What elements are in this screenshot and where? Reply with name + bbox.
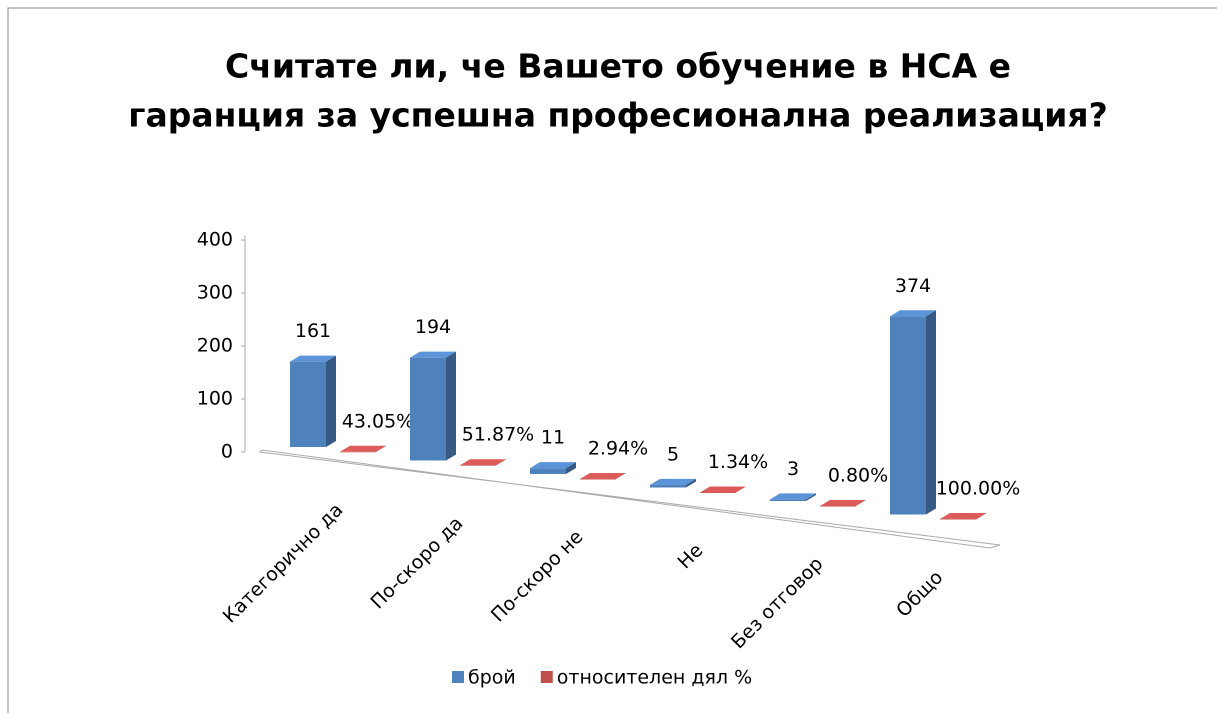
bar	[410, 351, 456, 461]
chart-title: гаранция за успешна професионална реализ…	[128, 96, 1108, 135]
legend-swatch	[452, 671, 464, 683]
data-label: 2.94%	[588, 437, 648, 459]
chart-title: Считате ли, че Вашето обучение в НСА е	[225, 47, 1011, 86]
bar	[290, 355, 336, 447]
bar	[820, 499, 866, 507]
bar-front	[770, 499, 806, 501]
bar	[460, 459, 506, 466]
bar-side	[376, 445, 386, 452]
bar-side	[566, 462, 576, 474]
bar-side	[616, 472, 626, 479]
data-label: 51.87%	[462, 424, 534, 446]
bar-top	[410, 351, 456, 358]
y-tick-label: 400	[197, 229, 233, 251]
bar-top	[340, 445, 386, 452]
y-tick-label: 0	[221, 441, 233, 463]
bar-top	[820, 499, 866, 506]
bar-top	[940, 512, 986, 519]
bar	[700, 486, 746, 493]
data-label: 11	[541, 427, 565, 449]
bar-top	[700, 486, 746, 493]
bar-side	[806, 493, 816, 501]
bar-front	[940, 518, 976, 520]
bar-side	[446, 351, 456, 461]
bar-top	[460, 459, 506, 466]
bar-front	[340, 451, 376, 453]
bar	[580, 472, 626, 480]
bar-front	[700, 492, 736, 493]
data-label: 194	[415, 316, 451, 338]
bar	[940, 512, 986, 520]
bar-top	[770, 493, 816, 500]
bar-side	[926, 310, 936, 515]
bar-front	[460, 465, 496, 466]
data-label: 5	[667, 443, 679, 465]
bar-side	[496, 459, 506, 466]
bar-side	[856, 499, 866, 506]
chart-frame	[7, 7, 1217, 713]
y-tick-label: 200	[197, 335, 233, 357]
bar-top	[650, 478, 696, 485]
bar-side	[976, 512, 986, 520]
legend-swatch	[540, 671, 553, 683]
data-label: 161	[295, 320, 331, 342]
bar	[650, 478, 696, 488]
data-label: 0.80%	[828, 464, 888, 486]
y-tick-label: 100	[197, 388, 233, 410]
bar-front	[530, 468, 566, 474]
bar-top	[890, 310, 936, 317]
bar-side	[736, 486, 746, 493]
bar	[770, 493, 816, 501]
bar-front	[820, 505, 856, 507]
bar-side	[326, 355, 336, 447]
data-label: 3	[787, 458, 799, 480]
bar	[530, 462, 576, 474]
data-label: 374	[895, 275, 931, 297]
legend-label: брой	[468, 667, 516, 689]
bar	[890, 310, 936, 515]
floor	[258, 449, 1001, 549]
bar-top	[530, 462, 576, 469]
bar-front	[890, 316, 926, 515]
data-label: 43.05%	[342, 410, 414, 432]
bar-front	[410, 357, 446, 461]
data-label: 1.34%	[708, 451, 768, 473]
bar-front	[290, 361, 326, 447]
bar-top	[290, 355, 336, 362]
y-tick-label: 300	[197, 282, 233, 304]
data-label: 100.00%	[936, 477, 1021, 499]
bar-top	[580, 472, 626, 479]
bar-side	[686, 478, 696, 488]
bar	[340, 445, 386, 453]
bar-front	[580, 478, 616, 480]
legend-label: относителен дял %	[557, 667, 752, 689]
bar-front	[650, 484, 686, 488]
